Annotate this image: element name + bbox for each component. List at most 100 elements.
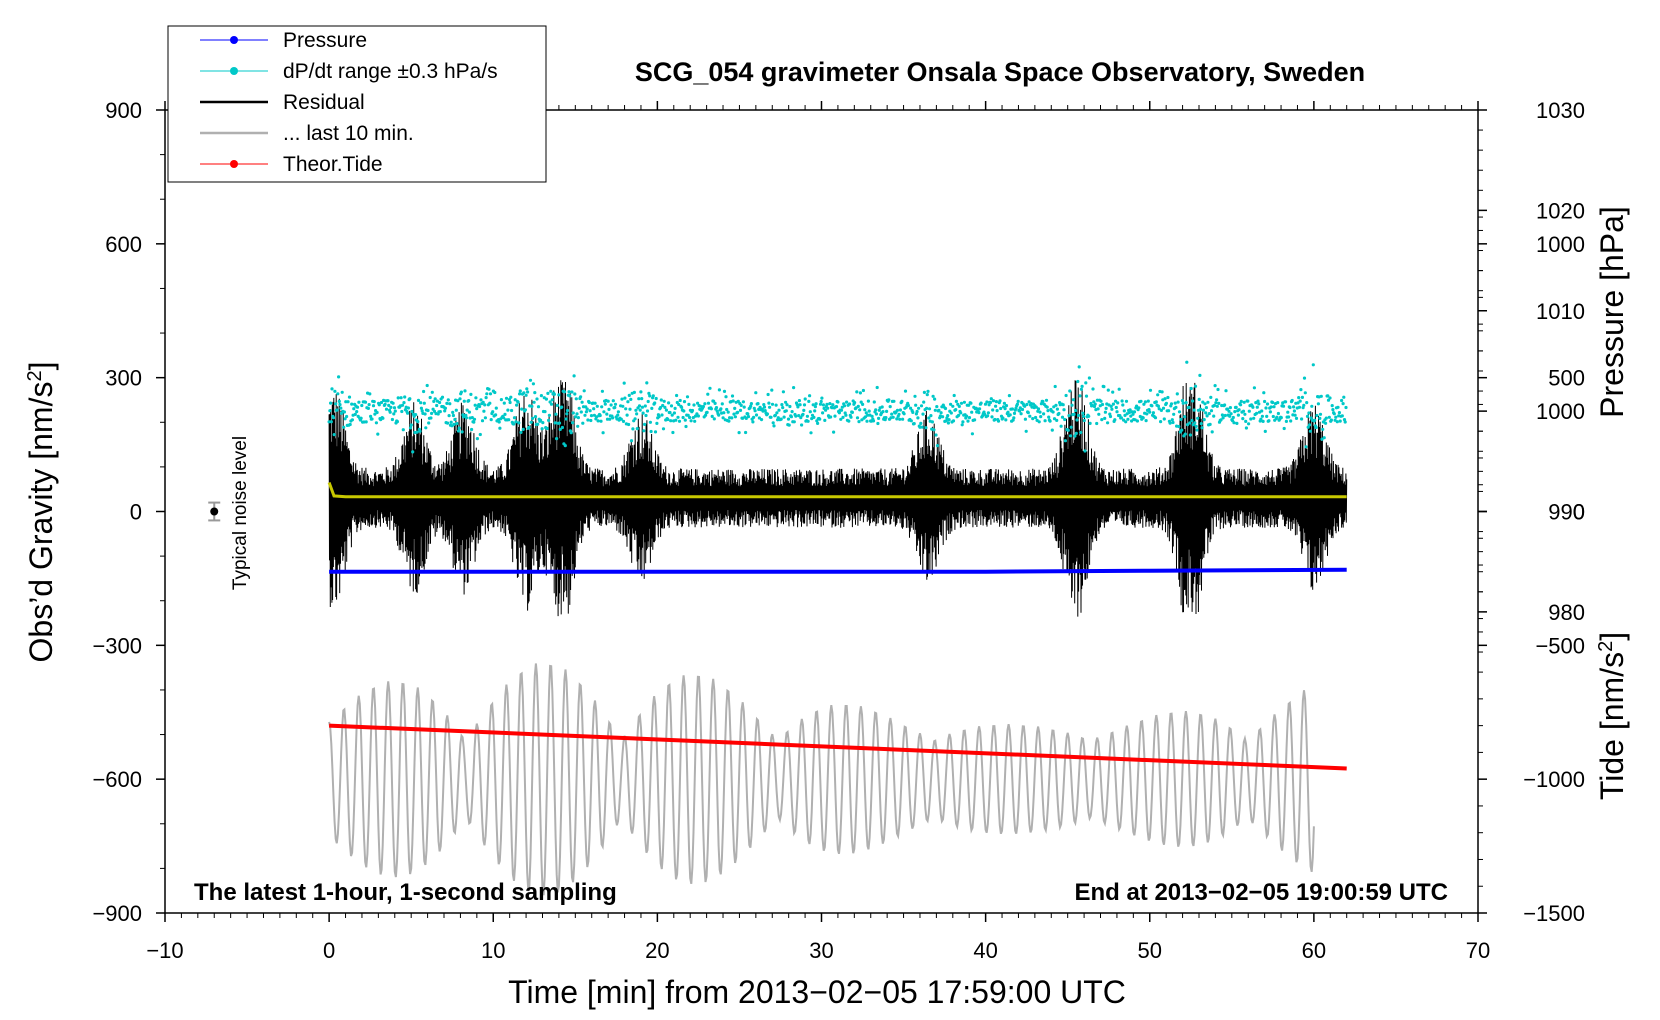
dpdt-point xyxy=(1006,410,1010,414)
dpdt-point xyxy=(1137,406,1141,410)
dpdt-point xyxy=(533,415,538,419)
y-left-tick-label: −600 xyxy=(92,767,142,792)
dpdt-point xyxy=(364,420,368,424)
dpdt-point xyxy=(709,407,714,411)
dpdt-point xyxy=(915,409,919,414)
dpdt-point xyxy=(1297,396,1301,400)
dpdt-point xyxy=(493,390,497,395)
dpdt-point xyxy=(752,415,756,419)
dpdt-point xyxy=(332,433,336,437)
dpdt-point xyxy=(531,416,535,420)
dpdt-point xyxy=(1141,416,1145,420)
y-left-tick-label: 0 xyxy=(130,500,142,525)
dpdt-point xyxy=(507,418,511,422)
dpdt-point xyxy=(647,391,651,395)
dpdt-point xyxy=(1190,418,1194,423)
dpdt-point xyxy=(973,418,977,422)
dpdt-point xyxy=(677,419,682,423)
dpdt-point xyxy=(635,412,639,416)
dpdt-point xyxy=(1130,410,1134,414)
dpdt-point xyxy=(1224,389,1228,393)
dpdt-point xyxy=(1343,420,1347,424)
dpdt-point xyxy=(949,402,953,406)
dpdt-point xyxy=(589,414,594,418)
dpdt-point xyxy=(480,419,485,423)
dpdt-point xyxy=(564,417,568,421)
dpdt-point xyxy=(859,400,863,404)
dpdt-point xyxy=(1183,415,1187,419)
dpdt-point xyxy=(520,407,524,411)
dpdt-point xyxy=(850,410,855,414)
dpdt-point xyxy=(549,389,553,393)
dpdt-point xyxy=(470,416,474,420)
dpdt-point xyxy=(408,426,413,430)
dpdt-point xyxy=(801,412,805,416)
dpdt-point xyxy=(627,422,631,427)
dpdt-point xyxy=(613,402,618,406)
dpdt-point xyxy=(494,406,498,410)
dpdt-point xyxy=(1189,386,1193,391)
dpdt-point xyxy=(803,397,807,401)
dpdt-point xyxy=(814,402,818,406)
dpdt-point xyxy=(524,393,528,397)
dpdt-point xyxy=(474,396,478,400)
dpdt-point xyxy=(837,411,842,415)
dpdt-point xyxy=(725,407,729,412)
tide-tick-label: 500 xyxy=(1548,366,1585,391)
dpdt-point xyxy=(1203,402,1207,406)
dpdt-point xyxy=(736,410,740,414)
dpdt-point xyxy=(469,392,473,396)
dpdt-point xyxy=(1052,417,1057,421)
dpdt-point xyxy=(335,408,339,412)
dpdt-point xyxy=(359,416,363,420)
dpdt-point xyxy=(575,412,579,416)
dpdt-point xyxy=(770,402,775,406)
dpdt-point xyxy=(605,412,609,416)
dpdt-point xyxy=(540,427,544,431)
dpdt-point xyxy=(391,401,395,405)
dpdt-point xyxy=(649,429,653,434)
dpdt-point xyxy=(808,394,812,398)
dpdt-point xyxy=(1233,410,1237,414)
dpdt-point xyxy=(1074,431,1078,435)
dpdt-point xyxy=(1342,395,1346,399)
dpdt-point xyxy=(1103,416,1107,420)
dpdt-point xyxy=(573,415,578,419)
dpdt-point xyxy=(1067,414,1071,418)
dpdt-point xyxy=(523,408,528,412)
dpdt-point xyxy=(1084,381,1088,385)
dpdt-point xyxy=(947,418,951,422)
dpdt-point xyxy=(381,416,385,420)
dpdt-point xyxy=(605,417,610,421)
dpdt-point xyxy=(569,431,573,435)
dpdt-point xyxy=(342,425,346,429)
dpdt-point xyxy=(853,401,857,405)
dpdt-point xyxy=(994,400,999,404)
dpdt-point xyxy=(659,398,663,402)
dpdt-point xyxy=(746,415,751,419)
dpdt-point xyxy=(654,396,658,401)
dpdt-point xyxy=(613,405,617,410)
dpdt-point xyxy=(687,402,691,406)
dpdt-point xyxy=(945,416,949,420)
dpdt-point xyxy=(1241,409,1246,413)
dpdt-point xyxy=(807,399,811,403)
dpdt-point xyxy=(409,423,413,427)
dpdt-point xyxy=(890,412,894,416)
y-axis-left-label: Obs’d Gravity [nm/s2] xyxy=(23,362,59,663)
dpdt-point xyxy=(895,417,899,421)
dpdt-point xyxy=(576,424,580,428)
dpdt-point xyxy=(771,421,775,425)
dpdt-point xyxy=(1150,404,1154,408)
dpdt-point xyxy=(1135,419,1139,423)
dpdt-point xyxy=(1199,422,1203,426)
dpdt-point xyxy=(819,399,823,404)
dpdt-point xyxy=(517,421,521,425)
dpdt-point xyxy=(870,414,874,418)
dpdt-point xyxy=(1303,391,1307,395)
dpdt-point xyxy=(588,409,592,413)
dpdt-point xyxy=(600,405,604,409)
dpdt-point xyxy=(1037,420,1041,424)
dpdt-point xyxy=(650,406,654,410)
dpdt-point xyxy=(1100,402,1105,407)
